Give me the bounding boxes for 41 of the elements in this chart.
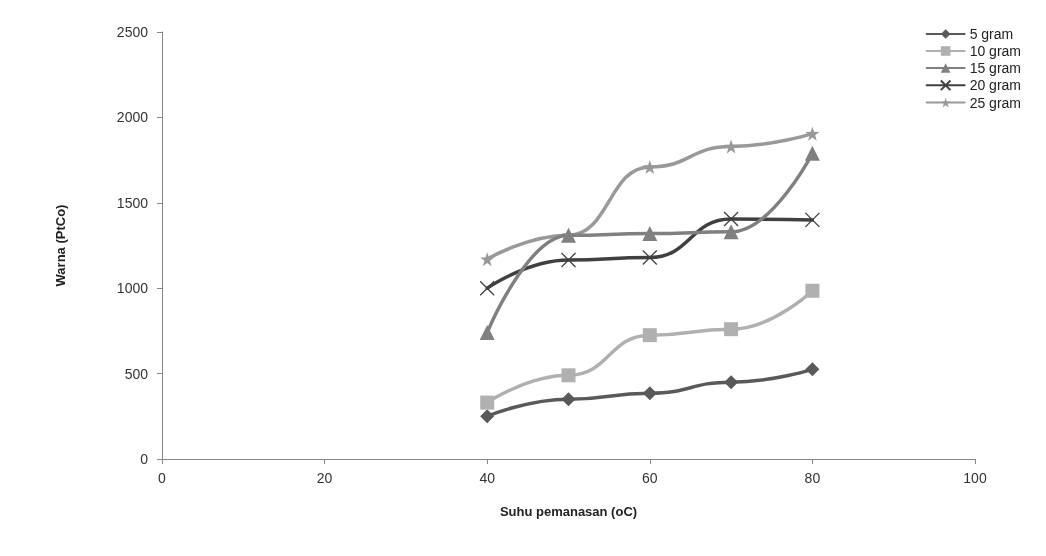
point	[642, 249, 658, 266]
point	[804, 145, 820, 161]
legend-label: 10 gram	[969, 43, 1021, 59]
x-tick-label: 80	[804, 470, 821, 486]
y-tick-label: 1500	[116, 194, 149, 211]
point	[480, 409, 495, 424]
legend-label: 25 gram	[969, 94, 1021, 111]
x-axis-title: Suhu pemanasan (oC)	[499, 504, 638, 519]
x-tick-label: 0	[158, 470, 167, 486]
point	[724, 139, 739, 154]
x-tick-label: 60	[642, 470, 658, 486]
point	[723, 211, 739, 227]
y-tick-label: 1000	[116, 280, 149, 297]
point	[805, 362, 820, 377]
point	[480, 395, 495, 410]
point	[560, 252, 577, 268]
x-tick-label: 20	[316, 470, 333, 486]
point	[642, 226, 658, 242]
x-tick-label: 100	[963, 470, 987, 486]
y-tick-label: 500	[124, 365, 149, 382]
y-axis-title: Warna (PtCo)	[53, 204, 68, 287]
point	[805, 283, 820, 298]
point	[561, 368, 576, 383]
point	[480, 252, 495, 267]
point	[724, 322, 739, 337]
y-tick-label: 0	[140, 451, 149, 467]
point	[479, 280, 495, 296]
point	[805, 126, 820, 141]
point	[804, 212, 821, 228]
y-tick-label: 2500	[116, 24, 149, 40]
point	[561, 392, 576, 407]
point	[723, 224, 739, 240]
y-tick-label: 2000	[116, 109, 149, 126]
point	[642, 328, 657, 343]
point	[479, 325, 495, 341]
legend-label: 5 gram	[969, 26, 1014, 42]
point	[724, 375, 739, 390]
legend-label: 15 gram	[969, 60, 1021, 76]
legend-label: 20 gram	[969, 77, 1021, 94]
x-tick-label: 40	[479, 470, 496, 486]
point	[642, 386, 657, 401]
